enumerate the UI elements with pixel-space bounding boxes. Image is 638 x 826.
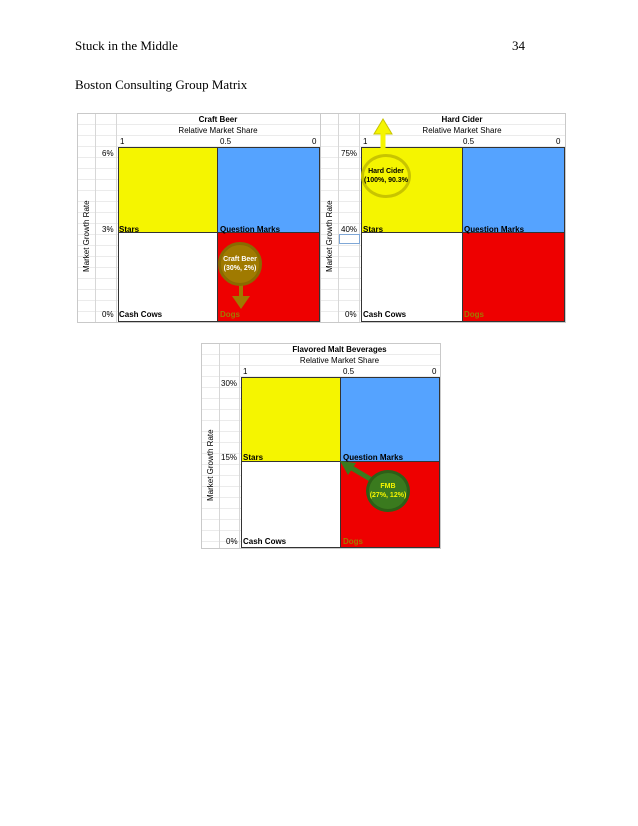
y-tick-1: 6% (102, 149, 114, 158)
bubble-name: Hard Cider (368, 168, 404, 175)
page-number: 34 (512, 38, 525, 53)
x-axis-label: Relative Market Share (178, 126, 258, 135)
bcg-matrix-flavored-malt-beverages: Flavored Malt Beverages Relative Market … (201, 343, 441, 549)
y-tick-2: 3% (102, 225, 114, 234)
question-marks-label: Question Marks (464, 225, 525, 234)
cash-cows-quadrant (118, 232, 218, 322)
bubble-name: Craft Beer (223, 256, 257, 263)
question-marks-quadrant (217, 147, 320, 233)
x-tick-2: 0.5 (463, 137, 475, 146)
x-tick-1: 1 (120, 137, 125, 146)
x-tick-3: 0 (312, 137, 317, 146)
bcg-matrix-hard-cider: Hard Cider Relative Market Share 1 0.5 0… (320, 113, 566, 323)
x-tick-1: 1 (243, 367, 248, 376)
question-marks-quadrant (340, 377, 440, 462)
craft-beer-bubble: Craft Beer (30%, 2%) (218, 242, 262, 286)
question-marks-label: Question Marks (220, 225, 281, 234)
question-marks-label: Question Marks (343, 453, 404, 462)
matrix-title: Flavored Malt Beverages (292, 345, 387, 354)
cash-cows-quadrant (361, 232, 463, 322)
x-tick-3: 0 (556, 137, 561, 146)
stars-quadrant (241, 377, 341, 462)
dogs-label: Dogs (343, 537, 363, 546)
question-marks-quadrant (462, 147, 565, 233)
x-tick-1: 1 (363, 137, 368, 146)
stars-quadrant (361, 147, 463, 233)
stars-label: Stars (119, 225, 140, 234)
bcg-matrix-craft-beer: Craft Beer Relative Market Share 1 0.5 0… (77, 113, 321, 323)
stars-label: Stars (243, 453, 264, 462)
cash-cows-label: Cash Cows (243, 537, 287, 546)
y-tick-3: 0% (102, 310, 114, 319)
dogs-quadrant (462, 232, 565, 322)
y-tick-3: 0% (226, 537, 238, 546)
cash-cows-label: Cash Cows (363, 310, 407, 319)
y-axis-label: Market Growth Rate (206, 429, 215, 501)
section-heading: Boston Consulting Group Matrix (75, 77, 248, 92)
y-tick-1: 75% (341, 149, 358, 158)
bubble-value: (100%, 90.3% (364, 177, 408, 184)
matrix-title: Hard Cider (441, 115, 483, 124)
y-tick-1: 30% (221, 379, 238, 388)
bubble-value: (27%, 12%) (369, 492, 407, 499)
running-head: Stuck in the Middle (75, 38, 178, 53)
x-tick-3: 0 (432, 367, 437, 376)
x-axis-label: Relative Market Share (299, 356, 380, 365)
y-axis-label: Market Growth Rate (325, 200, 334, 272)
dogs-label: Dogs (220, 310, 240, 319)
hard-cider-bubble: Hard Cider (100%, 90.3% (361, 154, 411, 198)
y-tick-3: 0% (345, 310, 357, 319)
bubble-name: FMB (380, 483, 396, 490)
x-tick-2: 0.5 (343, 367, 355, 376)
cash-cows-label: Cash Cows (119, 310, 163, 319)
stars-quadrant (118, 147, 218, 233)
matrix-title: Craft Beer (198, 115, 238, 124)
dogs-label: Dogs (464, 310, 484, 319)
fmb-bubble: FMB (27%, 12%) (366, 470, 410, 512)
cash-cows-quadrant (241, 461, 341, 548)
stars-label: Stars (363, 225, 384, 234)
bubble-value: (30%, 2%) (223, 265, 257, 272)
x-tick-2: 0.5 (220, 137, 232, 146)
y-tick-2: 40% (341, 225, 358, 234)
x-axis-label: Relative Market Share (422, 126, 502, 135)
y-tick-2: 15% (221, 453, 238, 462)
y-axis-label: Market Growth Rate (82, 200, 91, 272)
